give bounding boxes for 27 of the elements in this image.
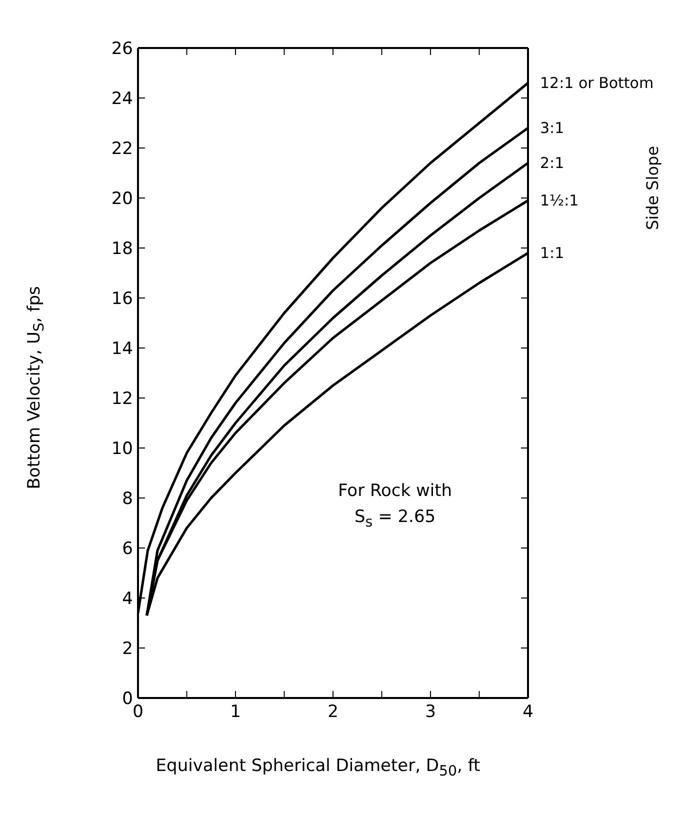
x-tick-label: 3 bbox=[425, 702, 436, 722]
y-tick-label: 8 bbox=[122, 489, 133, 510]
legend-label: 1:1 bbox=[540, 244, 564, 262]
y-tick-label: 24 bbox=[111, 89, 133, 110]
y-tick-label: 0 bbox=[122, 689, 133, 710]
y-tick-label: 14 bbox=[111, 339, 133, 360]
series-label: 2:1 bbox=[540, 154, 564, 172]
x-axis-title: Equivalent Spherical Diameter, D$_{50}$, ft bbox=[154, 756, 482, 780]
legend-title: Side Slope bbox=[643, 146, 662, 230]
x-tick-label: 1 bbox=[230, 702, 241, 722]
y-tick-label: 10 bbox=[111, 439, 133, 460]
y-tick-label: 26 bbox=[111, 39, 133, 60]
y-tick-label: 12 bbox=[111, 389, 133, 410]
series-label: 12:1 or Bottom bbox=[540, 74, 654, 92]
y-tick-label: 6 bbox=[122, 539, 133, 560]
x-tick-label: 2 bbox=[328, 702, 338, 722]
y-tick-label: 4 bbox=[122, 589, 133, 610]
y-tick-label: 18 bbox=[111, 239, 133, 260]
y-tick-label: 20 bbox=[111, 189, 133, 210]
legend-label: 1½:1 bbox=[540, 192, 579, 210]
series-label: 3:1 bbox=[540, 119, 564, 137]
y-tick-label: 2 bbox=[122, 639, 133, 660]
y-tick-label: 22 bbox=[111, 139, 133, 160]
x-tick-label: 4 bbox=[522, 702, 534, 722]
annotation: S$_{s}$ = 2.65 bbox=[353, 506, 437, 532]
y-tick-label: 16 bbox=[111, 289, 133, 310]
annotation: For Rock with bbox=[338, 480, 452, 503]
